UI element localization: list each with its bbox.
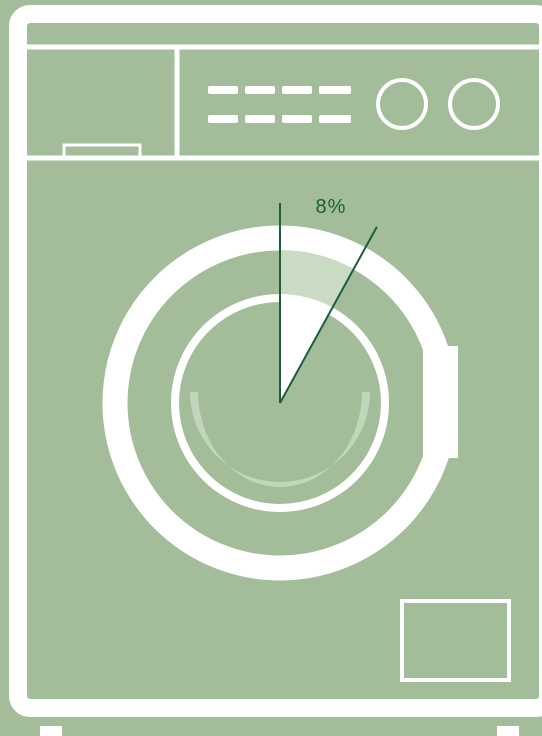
machine-foot-right <box>497 726 519 736</box>
pie-slice-ring-highlight <box>280 250 354 308</box>
control-knob-left <box>376 78 428 130</box>
slice-value-label: 8% <box>316 196 347 218</box>
drum-shade <box>190 392 370 487</box>
machine-foot-left <box>40 726 62 736</box>
control-display <box>208 86 351 123</box>
detergent-drawer-handle <box>62 143 142 158</box>
chart-layer: 8% <box>171 196 389 512</box>
machine-body <box>9 5 542 717</box>
control-knob-right <box>448 78 500 130</box>
pie-slice-8-percent <box>280 298 331 403</box>
filter-cover <box>400 599 511 682</box>
door-handle <box>423 346 458 458</box>
slice-leader-line-end <box>279 226 378 404</box>
